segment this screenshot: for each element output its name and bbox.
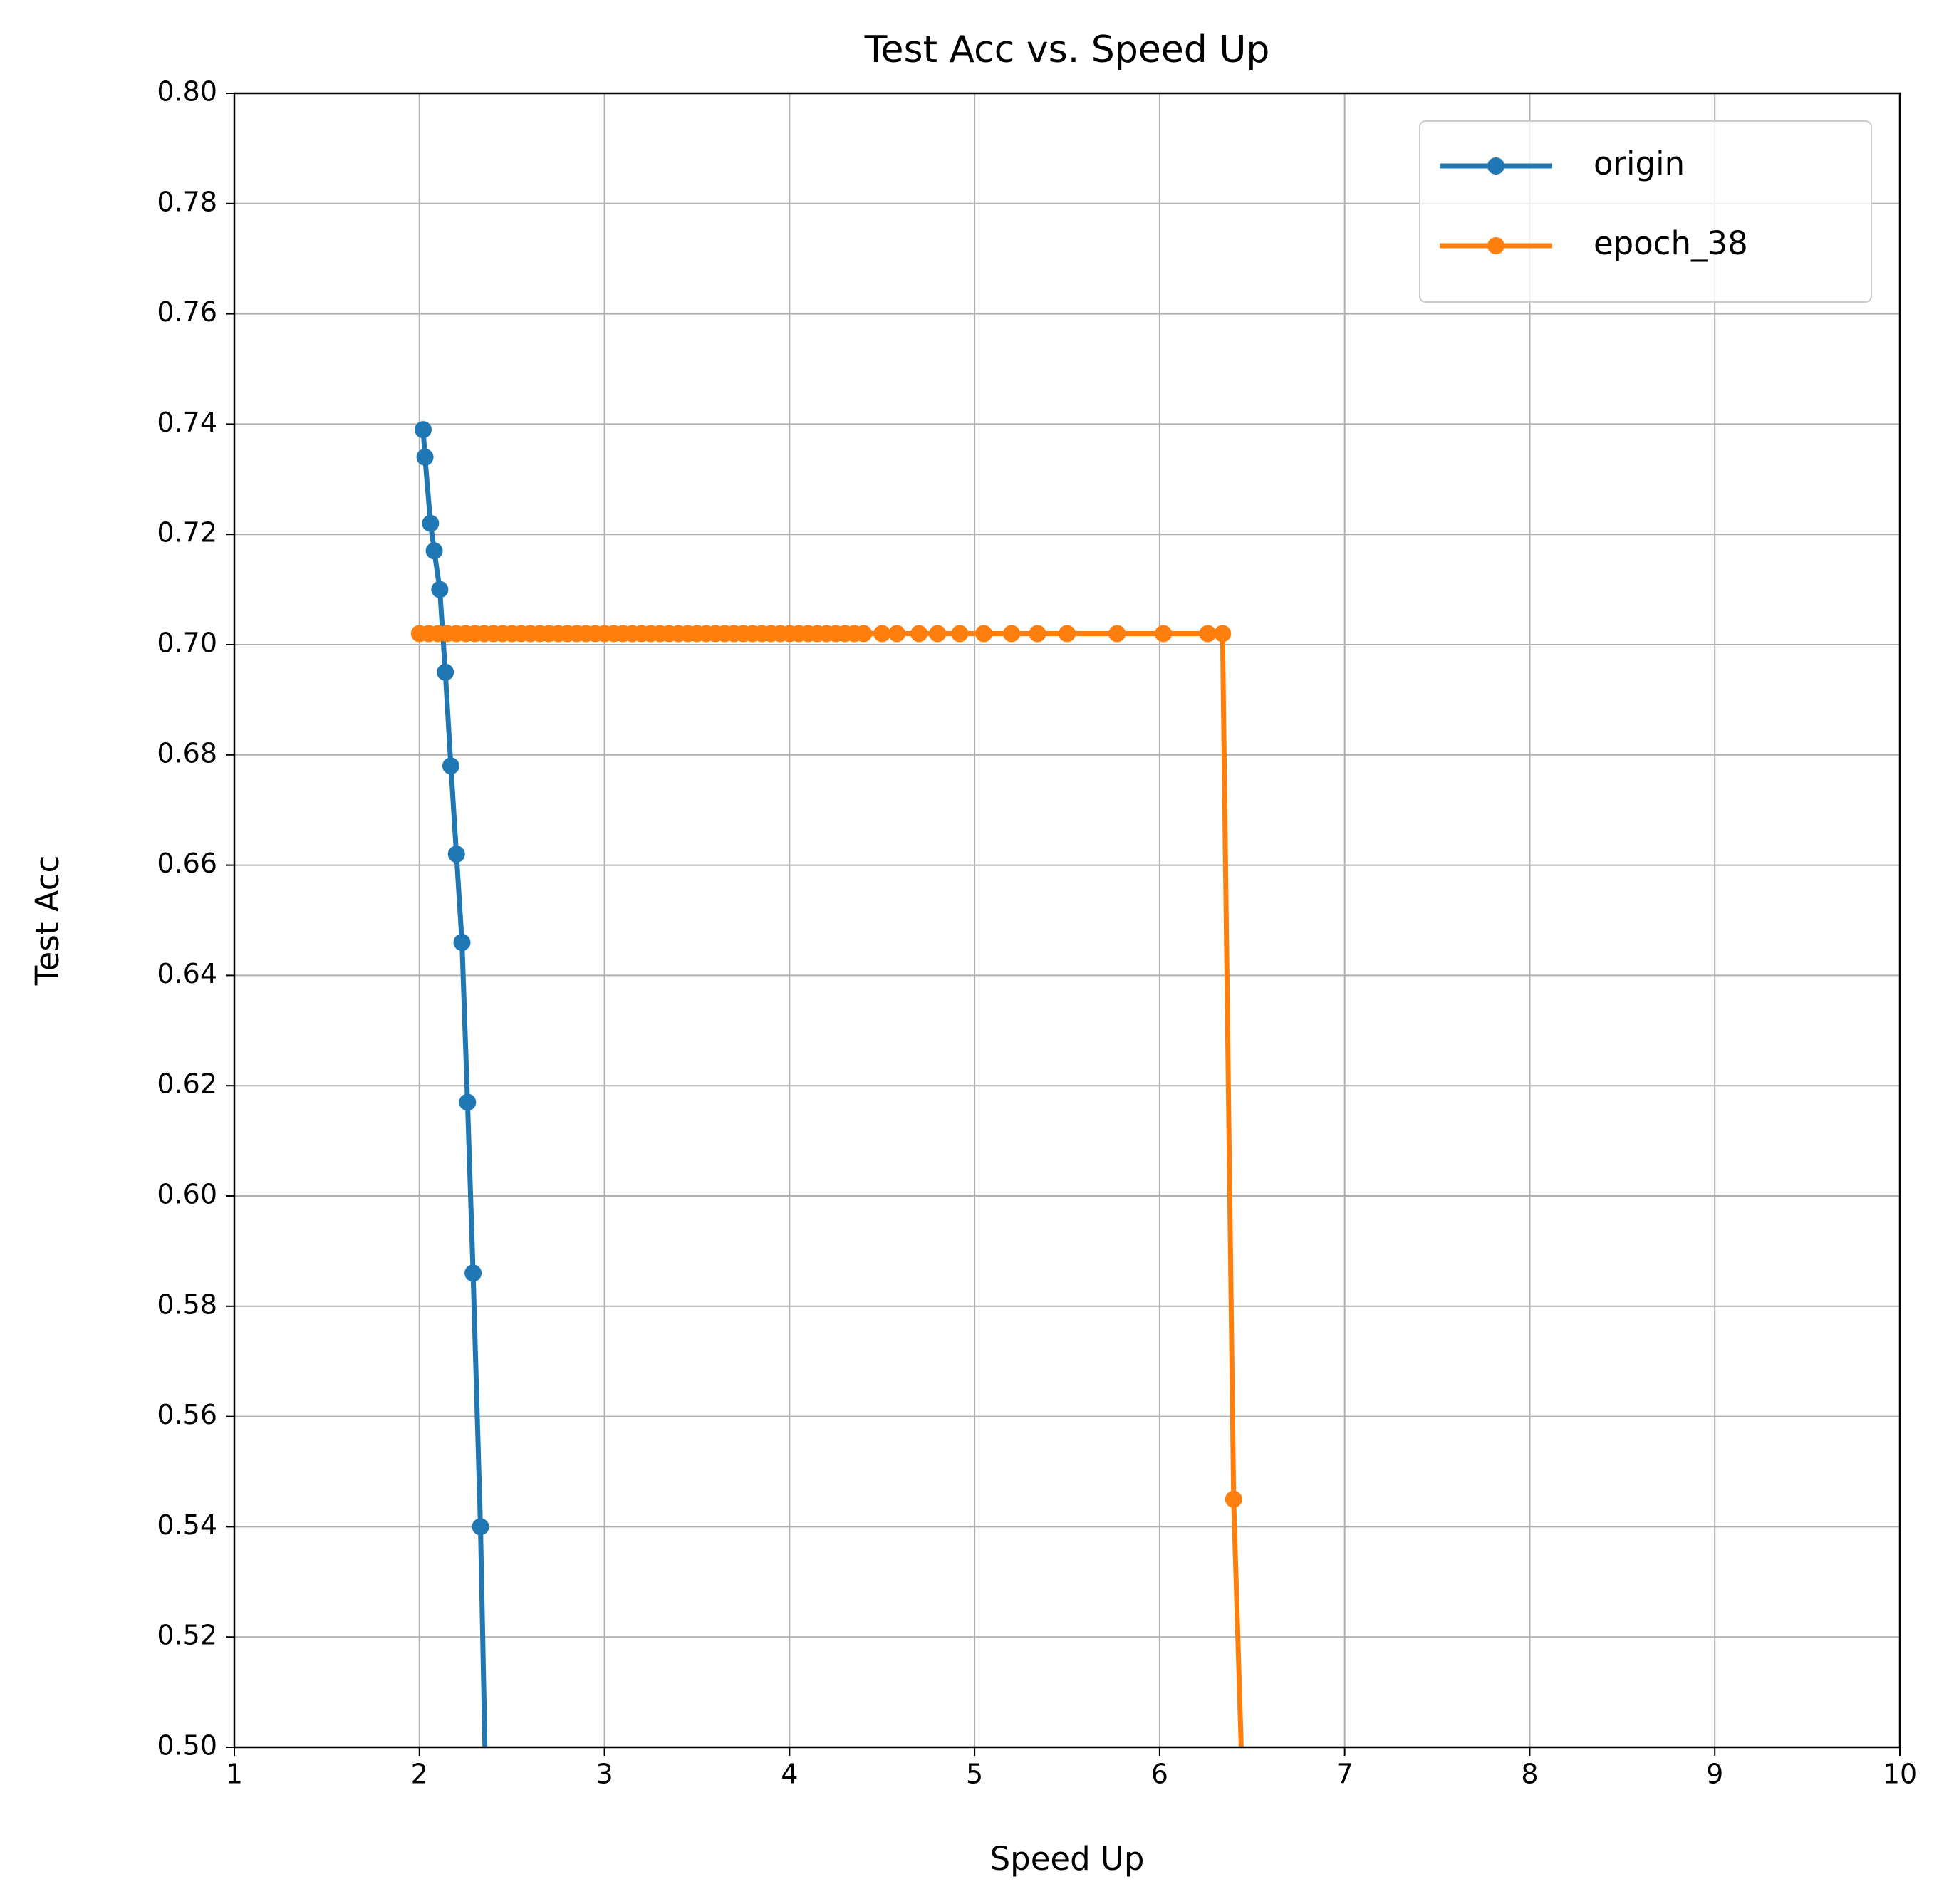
x-tick-label: 6 bbox=[1151, 1759, 1168, 1790]
y-tick-label: 0.80 bbox=[157, 76, 217, 108]
data-point bbox=[910, 625, 928, 643]
y-tick-label: 0.50 bbox=[157, 1730, 217, 1762]
data-point bbox=[929, 625, 947, 643]
y-tick-label: 0.72 bbox=[157, 517, 217, 548]
y-tick-label: 0.62 bbox=[157, 1068, 217, 1100]
y-tick-label: 0.60 bbox=[157, 1179, 217, 1210]
data-point bbox=[975, 625, 993, 643]
y-tick-label: 0.74 bbox=[157, 407, 217, 438]
x-tick-label: 8 bbox=[1521, 1759, 1538, 1790]
data-point bbox=[459, 1093, 477, 1111]
data-point bbox=[425, 542, 443, 560]
x-tick-label: 5 bbox=[966, 1759, 983, 1790]
x-axis-label: Speed Up bbox=[990, 1840, 1145, 1878]
data-point bbox=[855, 625, 873, 643]
x-tick-label: 2 bbox=[411, 1759, 428, 1790]
series-line bbox=[419, 631, 1244, 1747]
y-axis-label: Test Acc bbox=[28, 855, 66, 986]
data-point bbox=[453, 933, 471, 951]
y-tick-label: 0.56 bbox=[157, 1399, 217, 1430]
legend-label: origin bbox=[1594, 145, 1685, 182]
y-tick-label: 0.66 bbox=[157, 848, 217, 879]
data-point bbox=[1155, 625, 1173, 643]
legend-marker bbox=[1487, 237, 1504, 254]
y-tick-label: 0.58 bbox=[157, 1289, 217, 1320]
data-point bbox=[1029, 625, 1046, 643]
x-tick-label: 10 bbox=[1883, 1759, 1917, 1790]
data-point bbox=[447, 846, 465, 863]
y-tick-label: 0.52 bbox=[157, 1620, 217, 1651]
legend-marker bbox=[1487, 157, 1504, 175]
data-point bbox=[414, 421, 432, 439]
x-tick-label: 9 bbox=[1706, 1759, 1723, 1790]
data-point bbox=[1003, 625, 1021, 643]
data-point bbox=[1225, 1490, 1242, 1508]
y-tick-label: 0.68 bbox=[157, 737, 217, 769]
data-point bbox=[1199, 625, 1217, 643]
data-point bbox=[1235, 1794, 1252, 1811]
plot-frame bbox=[233, 92, 1901, 1749]
y-tick-label: 0.70 bbox=[157, 628, 217, 659]
data-point bbox=[437, 663, 454, 681]
data-point bbox=[442, 757, 459, 775]
x-tick-label: 4 bbox=[781, 1759, 798, 1790]
data-point bbox=[422, 514, 440, 532]
x-tick-label: 3 bbox=[596, 1759, 613, 1790]
legend: origin epoch_38 bbox=[1419, 120, 1872, 303]
data-point bbox=[1214, 625, 1232, 643]
data-point bbox=[888, 625, 906, 643]
y-tick-label: 0.78 bbox=[157, 186, 217, 217]
data-point bbox=[464, 1264, 482, 1282]
plot-area bbox=[410, 421, 1252, 1811]
x-tick-label: 1 bbox=[226, 1759, 243, 1790]
x-tick-label: 7 bbox=[1336, 1759, 1353, 1790]
data-point bbox=[477, 1794, 494, 1811]
y-tick-label: 0.54 bbox=[157, 1509, 217, 1541]
data-point bbox=[416, 448, 434, 466]
data-point bbox=[1108, 625, 1126, 643]
data-point bbox=[431, 581, 449, 598]
data-point bbox=[951, 625, 969, 643]
chart-title: Test Acc vs. Speed Up bbox=[864, 28, 1270, 71]
data-point bbox=[873, 625, 891, 643]
data-point bbox=[1059, 625, 1076, 643]
y-tick-label: 0.76 bbox=[157, 296, 217, 328]
legend-label: epoch_38 bbox=[1594, 224, 1748, 262]
y-tick-label: 0.64 bbox=[157, 958, 217, 989]
data-point bbox=[472, 1518, 489, 1536]
